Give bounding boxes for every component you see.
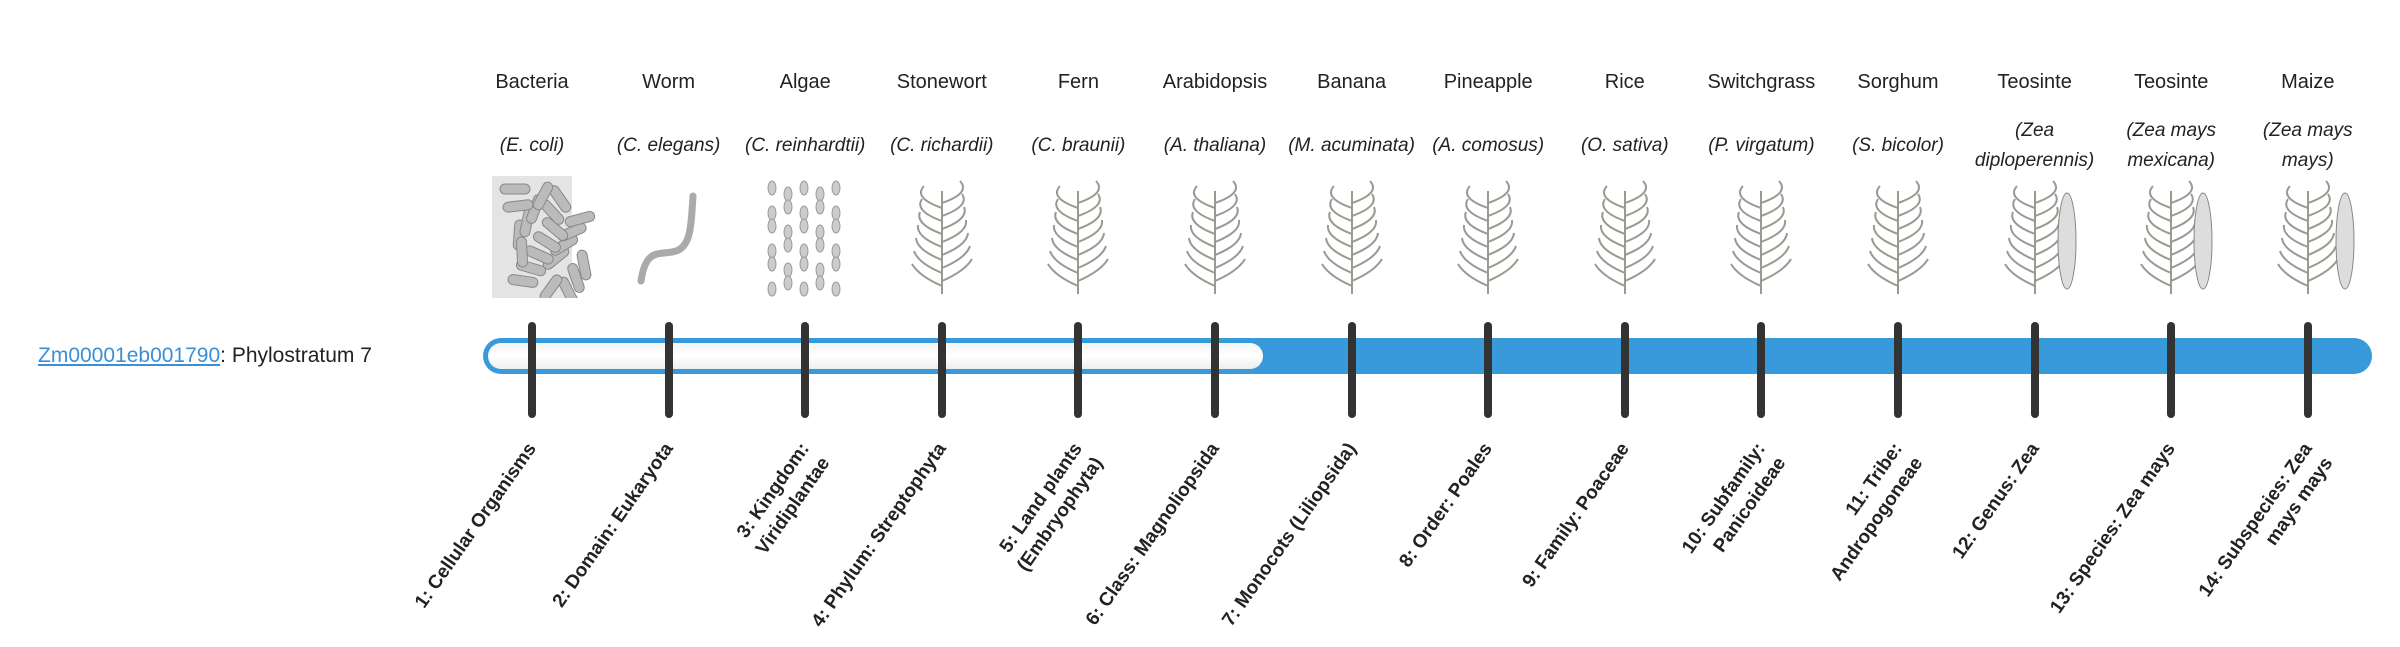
- organism-common-name: Algae: [779, 71, 831, 93]
- organism-species-name: (Zea diploperennis): [1967, 110, 2103, 182]
- gene-phylostratum-label: Zm00001eb001790: Phylostratum 7: [38, 340, 372, 372]
- organism-species-name: (S. bicolor): [1830, 110, 1966, 182]
- switchgrass-illustration: [1693, 176, 1829, 298]
- stratum-label-13: 13: Species: Zea mays: [2046, 439, 2181, 618]
- species-text: (C. elegans): [616, 135, 721, 156]
- organism-species-name: (C. braunii): [1010, 110, 1146, 182]
- progress-empty-segment: [488, 343, 1263, 369]
- organism-species-name: (Zea mays mexicana): [2103, 110, 2239, 182]
- species-text: (E. coli): [499, 135, 565, 156]
- teosinte-illustration: [2103, 176, 2239, 298]
- stratum-label-8: 8: Order: Poales: [1395, 439, 1498, 572]
- stratum-tick-8: [1484, 322, 1493, 418]
- maize-illustration: [2240, 176, 2376, 298]
- algae-illustration: [737, 176, 873, 298]
- stratum-tick-14: [2303, 322, 2312, 418]
- rice-illustration: [1557, 176, 1693, 298]
- banana-illustration: [1284, 176, 1420, 298]
- species-text: (S. bicolor): [1852, 135, 1944, 156]
- teosinte-illustration: [1967, 176, 2103, 298]
- organism-species-name: (Zea mays mays): [2240, 110, 2376, 182]
- organism-common-name: Fern: [1057, 71, 1099, 93]
- species-text: (C. richardii): [890, 135, 994, 156]
- stratum-tick-13: [2167, 322, 2176, 418]
- stratum-tick-11: [1894, 322, 1902, 418]
- organism-common-name: Stonewort: [896, 71, 987, 93]
- organism-common-name: Arabidopsis: [1162, 71, 1268, 93]
- organism-common-name: Pineapple: [1443, 71, 1533, 93]
- stratum-tick-1: [528, 322, 536, 418]
- stratum-label-2: 2: Domain: Eukaryota: [548, 439, 678, 612]
- stratum-tick-9: [1620, 322, 1629, 418]
- stratum-label-14: 14: Subspecies: Zea mays mays: [2194, 439, 2338, 601]
- phylostratum-text: Phylostratum 7: [226, 344, 372, 367]
- stratum-tick-3: [801, 322, 810, 418]
- phylostratum-progress-bar: [483, 338, 2372, 374]
- stratum-tick-7: [1347, 322, 1356, 418]
- bacteria-illustration: [464, 176, 600, 306]
- separator: :: [220, 344, 226, 367]
- organism-species-name: (A. thaliana): [1147, 110, 1283, 182]
- stratum-tick-2: [664, 322, 673, 418]
- species-text: (Zea mays mays): [2262, 120, 2353, 171]
- organism-common-name: Teosinte: [1997, 71, 2072, 93]
- organism-species-name: (A. comosus): [1420, 110, 1556, 182]
- sorghum-illustration: [1830, 176, 1966, 298]
- stratum-tick-10: [1757, 322, 1766, 418]
- organism-common-name: Maize: [2281, 71, 2335, 93]
- species-text: (A. thaliana): [1163, 135, 1267, 156]
- organism-species-name: (E. coli): [464, 110, 600, 182]
- organism-common-name: Teosinte: [2133, 71, 2209, 93]
- stratum-label-9: 9: Family: Poaceae: [1518, 439, 1634, 592]
- organism-common-name: Worm: [642, 71, 696, 93]
- stonewort-illustration: [874, 176, 1010, 298]
- species-text: (C. braunii): [1031, 135, 1126, 156]
- organism-common-name: Switchgrass: [1707, 71, 1816, 93]
- species-text: (P. virgatum): [1708, 135, 1815, 156]
- organism-species-name: (M. acuminata): [1284, 110, 1420, 182]
- organism-species-name: (C. reinhardtii): [737, 110, 873, 182]
- organism-common-name: Banana: [1317, 71, 1387, 93]
- organism-common-name: Bacteria: [495, 71, 569, 93]
- organism-common-name: Rice: [1604, 71, 1645, 93]
- organism-species-name: (O. sativa): [1557, 110, 1693, 182]
- organism-species-name: (P. virgatum): [1693, 110, 1829, 182]
- organism-common-name: Sorghum: [1857, 71, 1939, 93]
- species-text: (O. sativa): [1580, 135, 1669, 156]
- species-text: (Zea diploperennis): [1974, 120, 2095, 171]
- stratum-label-1: 1: Cellular Organisms: [410, 439, 541, 613]
- stratum-tick-5: [1074, 322, 1083, 418]
- gene-id-link[interactable]: Zm00001eb001790: [38, 344, 221, 367]
- worm-illustration: [601, 176, 737, 298]
- organism-species-name: (C. richardii): [874, 110, 1010, 182]
- species-text: (M. acuminata): [1288, 135, 1415, 156]
- stratum-label-7: 7: Monocots (Liliopsida): [1217, 439, 1361, 631]
- pineapple-illustration: [1420, 176, 1556, 298]
- arabidopsis-illustration: [1147, 176, 1283, 298]
- stratum-tick-12: [2030, 322, 2039, 418]
- species-text: (A. comosus): [1432, 135, 1545, 156]
- species-text: (Zea mays mexicana): [2126, 120, 2217, 171]
- fern-illustration: [1010, 176, 1146, 298]
- stratum-tick-6: [1211, 322, 1219, 418]
- species-text: (C. reinhardtii): [745, 135, 866, 156]
- stratum-tick-4: [937, 322, 946, 418]
- organism-species-name: (C. elegans): [601, 110, 737, 182]
